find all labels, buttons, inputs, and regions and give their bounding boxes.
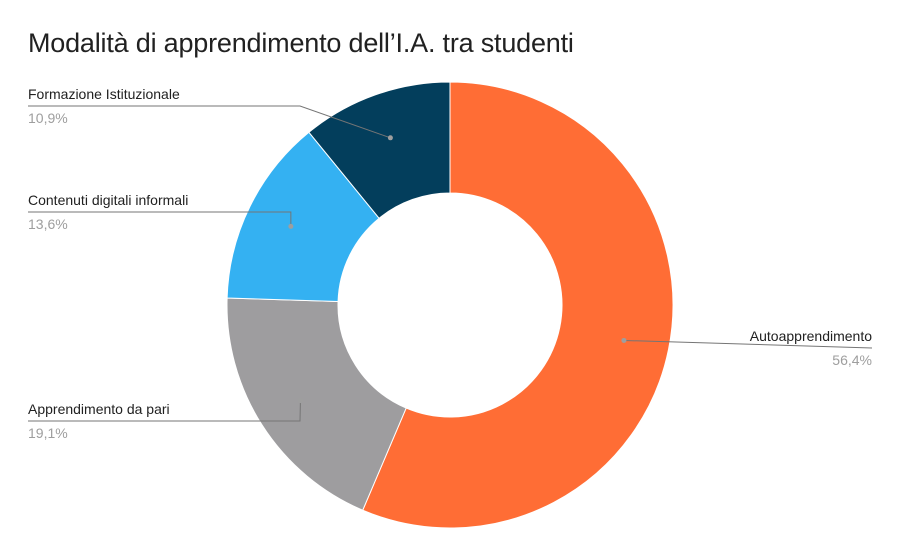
chart-title: Modalità di apprendimento dell’I.A. tra … bbox=[28, 28, 574, 58]
leader-dot bbox=[288, 223, 294, 229]
slice-value-label: 10,9% bbox=[28, 110, 68, 126]
slice-label: Autoapprendimento bbox=[750, 328, 872, 344]
slice-value-label: 56,4% bbox=[832, 352, 872, 368]
slice-formazione-istituzionale bbox=[308, 81, 451, 219]
slice-value-label: 19,1% bbox=[28, 425, 68, 441]
leader-dot bbox=[387, 135, 393, 141]
slice-label: Apprendimento da pari bbox=[28, 401, 170, 417]
leader-line bbox=[28, 211, 292, 227]
slice-contenuti-digitali-informali bbox=[226, 131, 380, 302]
leader-line bbox=[623, 339, 873, 349]
slice-autoapprendimento bbox=[362, 81, 674, 529]
slice-value-label: 13,6% bbox=[28, 216, 68, 232]
slice-apprendimento-da-pari bbox=[226, 297, 407, 511]
slice-label: Contenuti digitali informali bbox=[28, 192, 188, 208]
leader-line bbox=[28, 400, 301, 422]
slice-label: Formazione Istituzionale bbox=[28, 86, 180, 102]
leader-line bbox=[28, 105, 391, 139]
leader-dot bbox=[621, 337, 627, 343]
leader-dot bbox=[297, 398, 303, 404]
